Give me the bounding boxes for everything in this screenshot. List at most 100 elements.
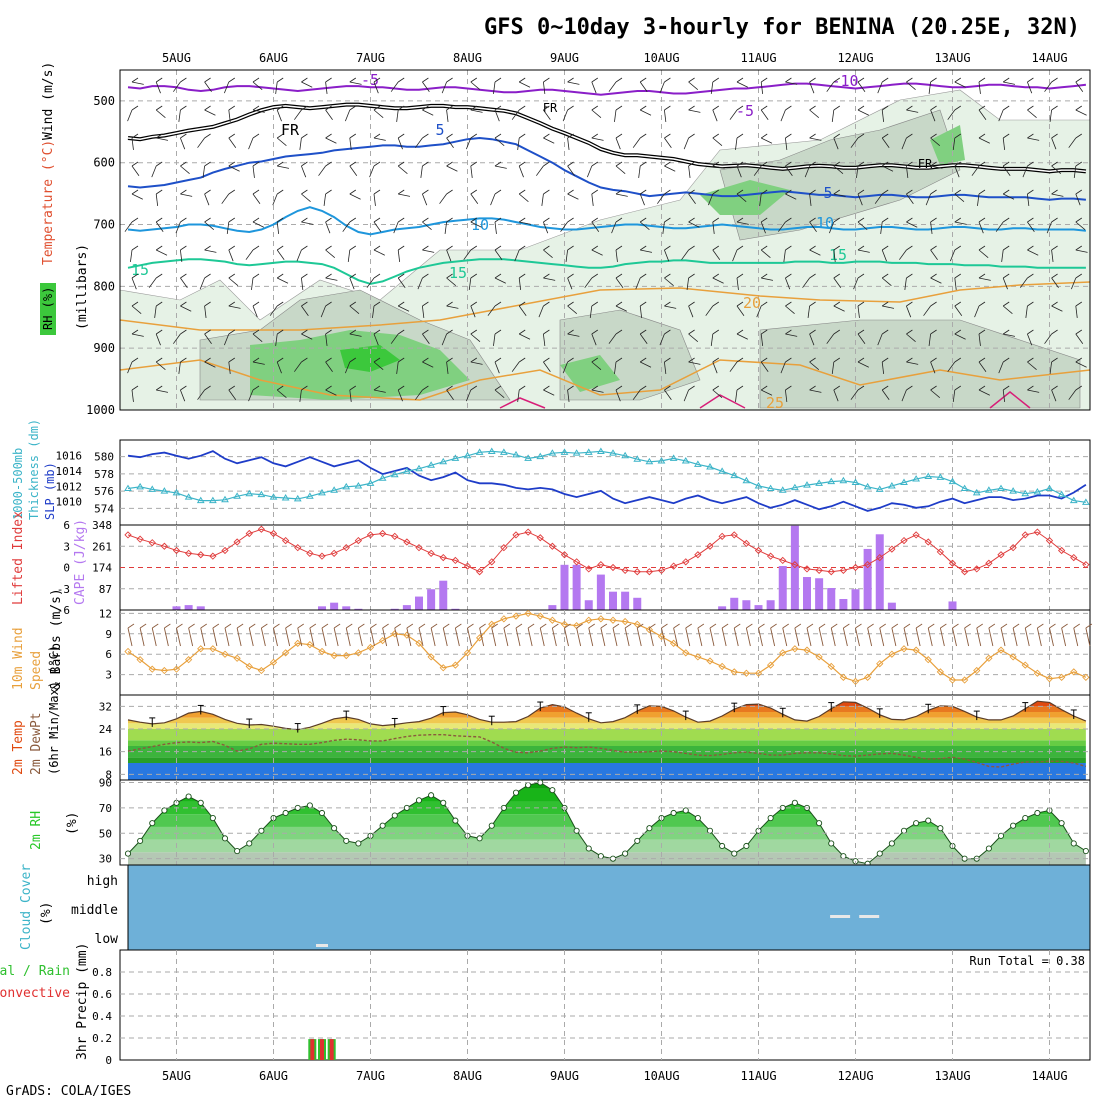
wind-barb <box>809 217 816 223</box>
rh2m-axis-label: (%) <box>65 812 80 835</box>
wind-barb <box>567 217 574 223</box>
cloud-dash <box>859 915 880 918</box>
wind-barb <box>809 189 816 195</box>
surface-wind-barb <box>588 623 595 629</box>
wind-barb <box>228 77 236 83</box>
wind-speed-marker <box>366 643 375 652</box>
wind-barb <box>1075 189 1083 195</box>
wind-speed-marker <box>500 615 508 623</box>
wind-barb <box>952 389 956 402</box>
isotherm-line <box>127 136 1086 201</box>
wind-barb <box>1075 161 1083 167</box>
wind-barb <box>276 245 284 251</box>
wind10m-panel <box>119 609 1091 696</box>
wind-barb <box>390 81 399 92</box>
wind-barb <box>785 305 795 315</box>
lifted-index-marker <box>936 548 945 556</box>
wind-barb <box>567 193 579 200</box>
wind-barb <box>664 217 671 223</box>
wind-speed-marker <box>912 646 920 654</box>
wind-tick-label: 9 <box>105 628 112 641</box>
surface-wind-barb <box>600 623 608 629</box>
surface-wind-barb <box>139 627 145 647</box>
wind-barb <box>301 133 308 139</box>
freezing-level-line-inner <box>127 103 1086 173</box>
wind-barb <box>1051 329 1058 335</box>
precip-axis-label: 3hr Precip (mm) <box>75 943 90 1060</box>
wind-barb <box>930 189 937 195</box>
wind-barb <box>930 105 937 111</box>
wind-barb <box>736 189 744 195</box>
wind-barb <box>809 361 820 371</box>
thickness-marker <box>524 454 533 461</box>
wind-barb <box>397 273 405 279</box>
wind-barb <box>180 193 193 197</box>
wind-barb <box>712 217 720 223</box>
thickness-marker <box>330 486 339 493</box>
surface-wind-barb <box>321 623 329 629</box>
thickness-marker <box>706 463 714 470</box>
thickness-marker <box>972 488 981 496</box>
wind-barb <box>785 217 792 223</box>
thickness-marker <box>378 474 387 481</box>
rh2m-marker <box>719 842 726 850</box>
rh2m-marker <box>282 809 289 817</box>
wind-speed-marker <box>609 616 617 624</box>
wind-barb <box>1051 357 1058 363</box>
wind-speed-marker <box>269 658 278 666</box>
wind-barb <box>1051 165 1062 175</box>
wind-barb <box>204 221 215 231</box>
wind-speed-marker <box>318 647 326 656</box>
wind-barb <box>155 161 163 167</box>
wind-barb <box>567 165 575 176</box>
cape-bar <box>172 606 181 610</box>
wind-barb <box>131 77 139 83</box>
wind-barb <box>1002 277 1008 290</box>
wind-barb <box>1051 389 1057 402</box>
thickness-marker <box>512 450 520 458</box>
surface-wind-barb <box>346 623 353 629</box>
wind-barb <box>422 221 432 231</box>
lifted-index-marker <box>354 536 363 545</box>
wind-barb <box>204 189 211 195</box>
wind-barb <box>538 305 544 318</box>
lifted-index-marker <box>1070 553 1078 562</box>
wind-barb <box>954 329 962 335</box>
wind-barb <box>155 361 166 371</box>
rh2m-marker <box>573 827 580 834</box>
wind-barb <box>688 305 694 318</box>
wind-barb <box>494 301 502 307</box>
wind-barb <box>446 137 454 148</box>
wind-barb <box>373 105 381 111</box>
wind-speed-marker <box>997 646 1005 654</box>
wind-barb <box>638 165 641 178</box>
wind-barb <box>930 361 936 374</box>
wind-barb <box>1075 361 1087 368</box>
wind-barb <box>1027 329 1034 335</box>
thickness-marker <box>730 471 739 479</box>
wind-barb <box>228 361 231 374</box>
wind-barb <box>833 389 839 402</box>
wind-barb <box>1027 273 1034 279</box>
isotherm-line <box>127 206 1086 236</box>
wind-barb <box>1051 305 1063 312</box>
surface-wind-barb <box>515 623 523 629</box>
wind-barb <box>397 277 406 288</box>
wind-barb <box>906 165 909 178</box>
surface-wind-barb <box>443 623 450 629</box>
lifted-index-marker <box>269 529 278 538</box>
wind-barb <box>228 109 231 122</box>
wind-barb <box>639 105 647 111</box>
wind-barb <box>853 277 859 290</box>
wind-barb <box>422 133 429 139</box>
rh2m-marker <box>876 850 883 857</box>
wind-barb <box>567 329 574 335</box>
wind-barb <box>615 389 621 402</box>
surface-wind-barb <box>564 623 571 629</box>
wind-barb <box>373 81 379 94</box>
surface-wind-barb <box>794 623 802 629</box>
wind-barb <box>664 305 677 309</box>
wind-barb <box>470 81 481 91</box>
surface-wind-barb <box>903 627 909 647</box>
wind-barb <box>543 217 550 223</box>
